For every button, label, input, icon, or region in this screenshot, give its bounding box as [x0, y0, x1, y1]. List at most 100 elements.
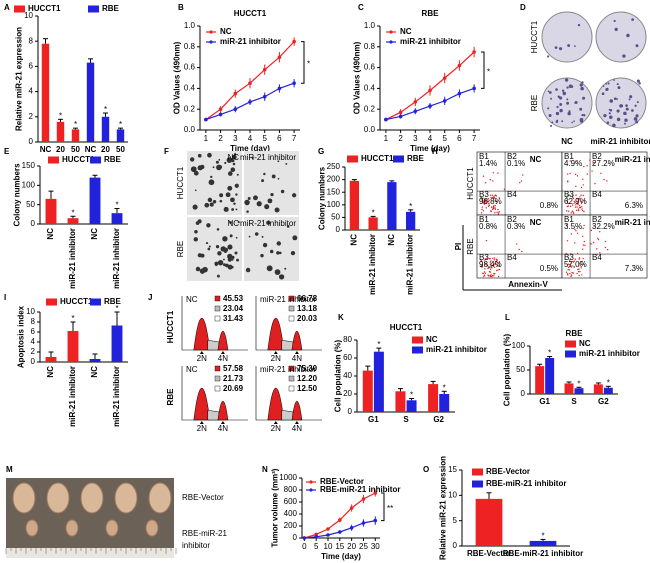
- legend-label: HUCCT1: [361, 154, 394, 163]
- colony: [235, 208, 238, 211]
- colony: [605, 83, 608, 85]
- colony: [279, 251, 282, 255]
- quadrant-label: B4: [507, 190, 517, 199]
- colony: [626, 33, 630, 38]
- significance: *: [541, 532, 544, 541]
- y-axis-label: Apoptosis index: [17, 305, 26, 368]
- colony: [579, 83, 583, 87]
- event: [573, 212, 575, 214]
- bar: [101, 116, 110, 142]
- peak-marker: [294, 421, 299, 424]
- event: [503, 188, 506, 190]
- colony: [636, 79, 640, 83]
- event: [483, 200, 485, 203]
- event: [576, 272, 578, 275]
- event: [484, 198, 487, 201]
- event: [493, 197, 495, 199]
- quadrant-label: B3: [564, 253, 574, 262]
- event: [579, 270, 581, 273]
- panel-letter: J: [148, 293, 152, 302]
- event: [481, 266, 483, 268]
- event: [496, 265, 499, 267]
- colony: [631, 109, 634, 112]
- colony: [236, 258, 239, 262]
- event: [495, 258, 498, 261]
- tumor: [114, 482, 138, 514]
- y-tick-label: 200: [327, 175, 341, 184]
- colony: [555, 88, 558, 91]
- x-tick-label: 20: [347, 542, 356, 551]
- colony: [235, 193, 238, 196]
- event: [567, 266, 570, 269]
- event: [593, 161, 595, 164]
- panel-letter: D: [520, 3, 526, 12]
- x-tick-label: 7: [292, 134, 297, 143]
- x-tick-label: miR-21 inhibitor: [68, 366, 77, 427]
- bar: [45, 198, 57, 224]
- x-tick-label: 50: [71, 145, 80, 154]
- colony: [217, 164, 223, 170]
- panel-letter: G: [318, 147, 324, 156]
- event: [575, 194, 577, 196]
- colony: [619, 104, 623, 108]
- event: [494, 204, 496, 207]
- legend-swatch: [214, 315, 221, 322]
- x-tick-label: 4: [428, 134, 433, 143]
- colony: [263, 172, 266, 176]
- quadrant-label: B2: [592, 215, 602, 224]
- colony: [567, 111, 571, 116]
- colony: [559, 103, 563, 106]
- event: [482, 210, 485, 212]
- y-tick-label: 0: [521, 389, 526, 398]
- bar: [89, 359, 101, 362]
- event: [522, 174, 524, 176]
- colony: [625, 107, 629, 111]
- col-label: miR-21 inhibitor: [240, 153, 296, 162]
- event: [497, 275, 500, 278]
- legend-label: RBE: [407, 154, 425, 163]
- event: [576, 197, 578, 200]
- colony: [234, 251, 238, 255]
- bar: [564, 383, 574, 394]
- bar: [545, 358, 555, 394]
- event: [577, 268, 579, 271]
- event: [575, 185, 577, 188]
- legend-label: NC: [426, 335, 438, 344]
- event: [492, 196, 494, 199]
- event: [580, 201, 583, 204]
- legend-swatch: [288, 305, 295, 312]
- colony: [613, 79, 615, 81]
- event: [580, 186, 583, 189]
- ruler: [6, 548, 174, 558]
- x-tick-label: miR-21 inhibitor: [68, 228, 77, 289]
- row-label: RBE-Vector: [182, 493, 224, 502]
- event: [582, 227, 584, 230]
- x-tick-label: 50: [116, 145, 125, 154]
- colony: [571, 121, 573, 124]
- x-tick-label: RBE-Vector: [467, 549, 511, 558]
- legend-label: RBE-miR-21 inhibitor: [320, 485, 400, 494]
- x-tick-label: miR-21 inhibitor: [112, 366, 121, 427]
- point: [233, 107, 238, 111]
- significance: *: [307, 60, 310, 69]
- event: [597, 238, 600, 241]
- event: [586, 173, 589, 175]
- row-label: HUCCT1: [176, 166, 185, 199]
- event: [491, 208, 494, 210]
- legend-label: HUCCT1: [62, 155, 95, 164]
- colony: [222, 236, 228, 242]
- x-tick-label: miR-21 inhibitor: [112, 228, 121, 289]
- event: [488, 199, 491, 201]
- colony: [195, 221, 200, 225]
- event: [567, 198, 569, 201]
- colony: [276, 251, 280, 255]
- panel-letter: C: [358, 3, 364, 12]
- event: [567, 269, 569, 271]
- quadrant-label: B4: [592, 190, 602, 199]
- panel-letter: M: [6, 465, 13, 474]
- event: [481, 264, 483, 267]
- chart-title: RBE: [566, 329, 584, 338]
- point: [361, 497, 366, 501]
- colony: [550, 97, 552, 100]
- point: [373, 491, 378, 495]
